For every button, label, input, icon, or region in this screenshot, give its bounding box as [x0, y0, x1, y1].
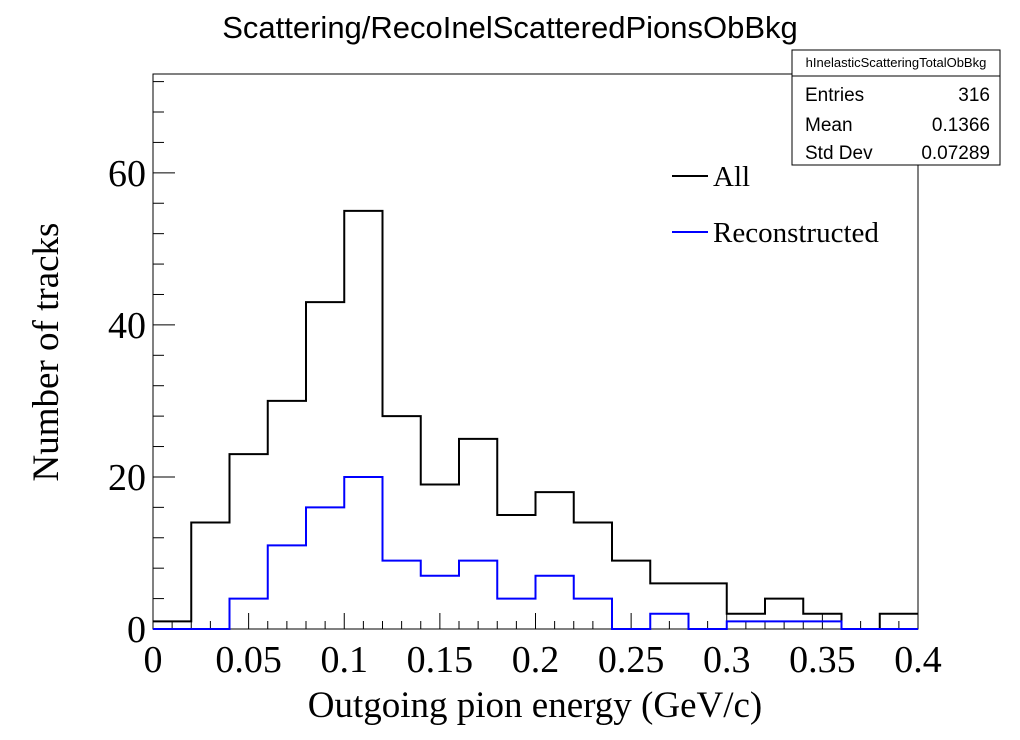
x-tick-label: 0.35: [789, 639, 856, 681]
y-tick-label: 60: [108, 153, 146, 195]
x-tick-label: 0.15: [407, 639, 474, 681]
y-tick-label: 40: [108, 305, 146, 347]
stats-entries-value: 316: [958, 85, 990, 106]
x-tick-label: 0: [144, 639, 163, 681]
x-tick-label: 0.25: [598, 639, 665, 681]
y-tick-label: 20: [108, 457, 146, 499]
stats-stddev-label: Std Dev: [805, 143, 873, 164]
y-tick-label: 0: [127, 609, 146, 651]
y-axis-ticks: 0 20 40 60: [108, 81, 175, 651]
series-line-all: [153, 209, 918, 630]
x-axis-title: Outgoing pion energy (GeV/c): [308, 685, 763, 726]
x-axis-ticks: 0 0.05 0.1 0.15 0.2 0.25 0.3 0.35 0.4: [144, 613, 942, 681]
stats-mean-value: 0.1366: [932, 115, 990, 136]
legend-label-all: All: [713, 161, 750, 193]
series-layer: [153, 209, 918, 630]
y-axis-title: Number of tracks: [26, 223, 67, 482]
x-tick-label: 0.05: [215, 639, 282, 681]
series-line-reconstructed: [153, 475, 918, 630]
x-tick-label: 0.4: [894, 639, 942, 681]
legend-label-reconstructed: Reconstructed: [713, 217, 879, 249]
stats-mean-label: Mean: [805, 115, 853, 136]
stats-entries-label: Entries: [805, 85, 864, 106]
chart-title: Scattering/RecoInelScatteredPionsObBkg: [222, 10, 798, 45]
stats-box-frame: [791, 49, 1001, 166]
x-tick-label: 0.1: [321, 639, 369, 681]
stats-box-name: hInelasticScatteringTotalObBkg: [806, 55, 987, 70]
legend: All Reconstructed: [672, 161, 879, 249]
x-tick-label: 0.2: [512, 639, 560, 681]
stats-box: hInelasticScatteringTotalObBkg Entries 3…: [791, 49, 1001, 166]
stats-stddev-value: 0.07289: [921, 143, 990, 164]
x-tick-label: 0.3: [703, 639, 751, 681]
